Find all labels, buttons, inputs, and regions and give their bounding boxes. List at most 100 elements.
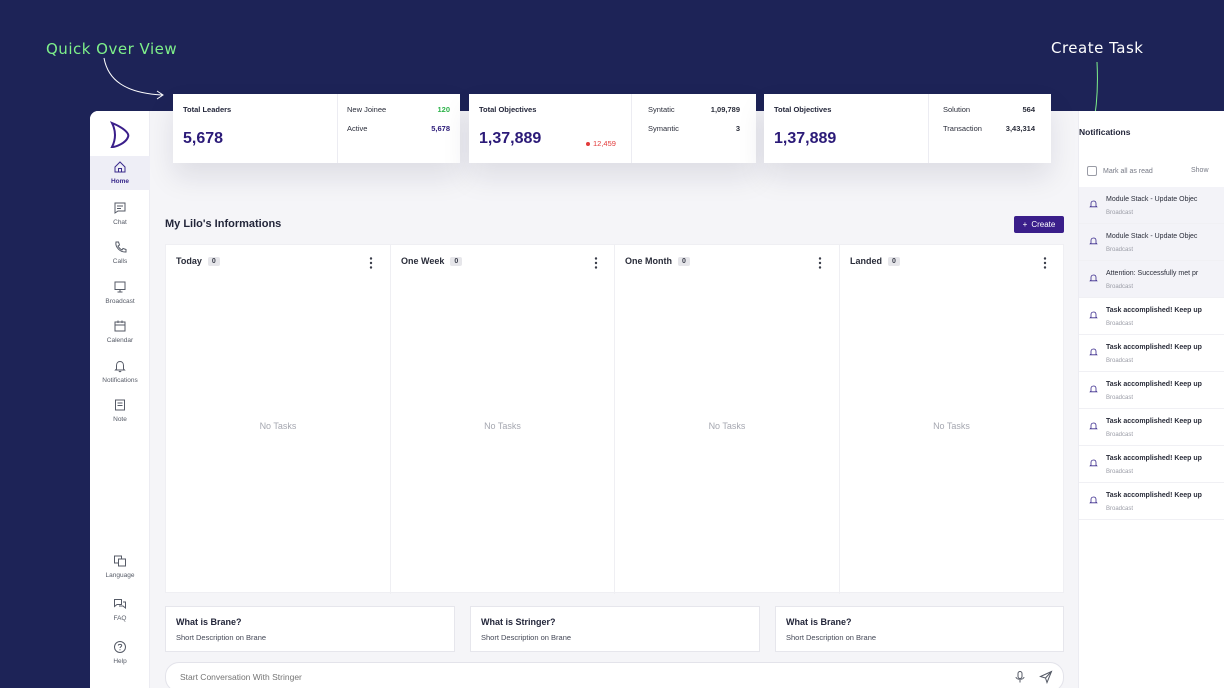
home-icon [114,161,126,173]
empty-state-text: No Tasks [933,421,970,431]
language-icon [114,555,126,567]
notification-item[interactable]: Task accomplished! Keep up Broadcast [1079,483,1224,520]
notification-source: Broadcast [1106,395,1134,401]
stat-row-value: 564 [1022,105,1035,114]
broadcast-icon [114,281,126,293]
notification-list: Module Stack - Update Objec Broadcast Mo… [1079,187,1224,520]
section-title: My Lilo's Informations [165,218,282,230]
notification-title: Task accomplished! Keep up [1106,307,1202,314]
notification-source: Broadcast [1106,506,1134,512]
sidebar-item-label: Chat [113,219,127,226]
stat-row-label: Active [347,124,368,133]
notification-item[interactable]: Task accomplished! Keep up Broadcast [1079,335,1224,372]
notification-item[interactable]: Task accomplished! Keep up Broadcast [1079,409,1224,446]
notification-item[interactable]: Attention: Successfully met pr Broadcast [1079,261,1224,298]
notification-item[interactable]: Task accomplished! Keep up Broadcast [1079,372,1224,409]
sidebar-item-chat[interactable]: Chat [90,201,150,237]
notification-title: Task accomplished! Keep up [1106,344,1202,351]
annotation-create-task: Create Task [1051,39,1144,57]
column-count-badge: 0 [678,256,690,266]
stat-row-label: Symantic [648,124,679,133]
more-vertical-icon[interactable] [593,256,599,270]
sidebar: Home Chat Calls Broadcast Calendar Notif… [90,111,150,688]
stat-row-label: Transaction [943,124,982,133]
note-icon [115,399,125,411]
sidebar-item-language[interactable]: Language [90,554,150,590]
stat-row-transaction: Transaction 3,43,314 [943,124,1035,133]
column-count-badge: 0 [207,256,220,266]
notification-source: Broadcast [1106,321,1134,327]
notification-source: Broadcast [1106,432,1134,438]
stat-card-objectives: Total Objectives 1,37,889 12,459 Syntati… [469,94,756,163]
mark-all-read-toggle[interactable]: Mark all as read [1087,166,1153,176]
stat-title: Total Objectives [774,105,832,114]
chat-input[interactable] [165,662,1064,688]
notification-item[interactable]: Task accomplished! Keep up Broadcast [1079,446,1224,483]
divider [631,94,632,163]
stat-title: Total Objectives [479,105,537,114]
more-vertical-icon[interactable] [817,256,823,270]
stat-row-syntatic: Syntatic 1,09,789 [648,105,740,114]
stat-row-value: 3,43,314 [1005,124,1035,133]
stat-change: 12,459 [586,139,616,148]
faq-card-stringer[interactable]: What is Stringer? Short Description on B… [470,606,760,652]
bell-icon [1089,385,1098,393]
notification-title: Task accomplished! Keep up [1106,455,1202,462]
bell-icon [1089,348,1098,356]
more-vertical-icon[interactable] [1042,256,1048,270]
plus-icon: + [1022,220,1028,229]
stat-row-new-joinee: New Joinee 120 [347,105,450,114]
sidebar-item-label: Note [113,416,127,423]
column-title: Landed [850,256,883,266]
notification-item[interactable]: Module Stack - Update Objec Broadcast [1079,187,1224,224]
faq-card-brane[interactable]: What is Brane? Short Description on Bran… [165,606,455,652]
help-icon [114,641,126,653]
sidebar-item-calls[interactable]: Calls [90,240,150,276]
sidebar-item-note[interactable]: Note [90,398,150,434]
stat-title: Total Leaders [183,105,232,114]
sidebar-item-label: Notifications [102,377,138,384]
phone-icon [115,241,127,253]
sidebar-item-help[interactable]: Help [90,640,150,676]
bell-icon [1089,459,1098,467]
notification-item[interactable]: Module Stack - Update Objec Broadcast [1079,224,1224,261]
task-column-one-week: One Week 0 No Tasks [391,245,615,594]
sidebar-item-broadcast[interactable]: Broadcast [90,280,150,316]
microphone-icon[interactable] [1013,670,1027,684]
task-board: Today 0 No Tasks One Week 0 No Tasks One M… [165,244,1064,594]
stat-value: 1,37,889 [774,130,837,147]
sidebar-item-label: Home [110,178,130,185]
brand-logo-icon [109,121,130,149]
create-task-button[interactable]: + Create [1014,216,1064,233]
send-icon[interactable] [1039,670,1053,684]
faq-card-brane-2[interactable]: What is Brane? Short Description on Bran… [775,606,1064,652]
faq-icon [114,599,126,610]
column-count-badge: 0 [450,256,463,266]
stat-row-label: Solution [943,105,971,114]
sidebar-item-faq[interactable]: FAQ [90,597,150,633]
stat-value: 1,37,889 [479,130,542,147]
notification-source: Broadcast [1106,210,1134,216]
stat-change-value: 12,459 [593,139,616,148]
bell-icon [1089,200,1098,208]
empty-state-text: No Tasks [259,421,297,431]
more-vertical-icon[interactable] [368,256,374,270]
sidebar-item-notifications[interactable]: Notifications [90,359,150,395]
create-button-label: Create [1031,220,1056,229]
chat-icon [114,202,126,214]
sidebar-item-calendar[interactable]: Calendar [90,319,150,355]
bell-icon [1089,237,1098,245]
empty-state-text: No Tasks [708,421,746,431]
show-filter[interactable]: Show [1191,167,1209,174]
divider [337,94,338,163]
faq-question: What is Stringer? [481,617,556,627]
divider [928,94,929,163]
notification-title: Task accomplished! Keep up [1106,418,1202,425]
notification-item[interactable]: Task accomplished! Keep up Broadcast [1079,298,1224,335]
sidebar-item-home[interactable]: Home [90,156,150,190]
bell-icon [114,360,126,373]
stat-row-value: 3 [735,124,740,133]
bell-icon [1089,496,1098,504]
checkbox[interactable] [1087,166,1097,176]
column-title: One Week [401,256,445,266]
